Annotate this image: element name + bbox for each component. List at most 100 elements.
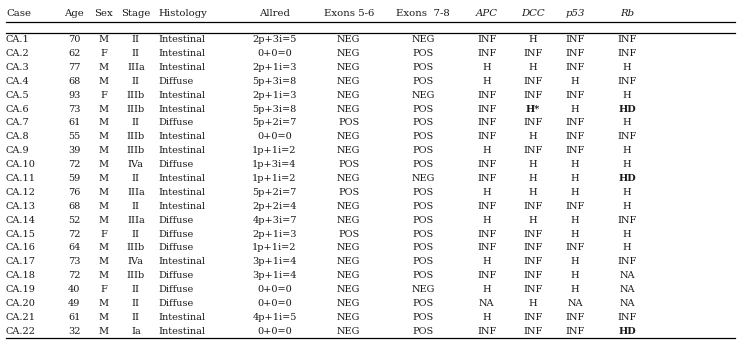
Text: Intestinal: Intestinal [158,35,205,44]
Text: CA.7: CA.7 [6,118,30,127]
Text: H: H [571,77,580,86]
Text: H: H [571,174,580,183]
Text: II: II [132,35,139,44]
Text: INF: INF [477,202,496,211]
Text: NEG: NEG [337,244,361,253]
Text: INF: INF [617,313,637,322]
Text: IIIb: IIIb [127,244,145,253]
Text: IIIb: IIIb [127,271,145,280]
Text: H: H [528,63,537,72]
Text: Intestinal: Intestinal [158,202,205,211]
Text: H: H [571,160,580,169]
Text: Age: Age [65,9,84,18]
Text: INF: INF [565,118,585,127]
Text: POS: POS [413,160,433,169]
Text: 3p+1i=4: 3p+1i=4 [252,271,297,280]
Text: 40: 40 [68,285,80,294]
Text: HD: HD [618,327,636,336]
Text: Sex: Sex [94,9,114,18]
Text: F: F [100,230,108,239]
Text: 73: 73 [68,105,80,113]
Text: 2p+1i=3: 2p+1i=3 [252,230,297,239]
Text: INF: INF [523,271,542,280]
Text: M: M [99,118,109,127]
Text: NEG: NEG [411,91,435,100]
Text: 62: 62 [68,49,80,58]
Text: Exons 5-6: Exons 5-6 [324,9,374,18]
Text: INF: INF [477,132,496,141]
Text: M: M [99,77,109,86]
Text: 2p+2i=4: 2p+2i=4 [252,202,297,211]
Text: M: M [99,299,109,308]
Text: H: H [482,285,491,294]
Text: M: M [99,244,109,253]
Text: 1p+1i=2: 1p+1i=2 [252,174,297,183]
Text: POS: POS [413,244,433,253]
Text: H: H [623,91,631,100]
Text: II: II [132,230,139,239]
Text: Rb: Rb [620,9,634,18]
Text: 5p+2i=7: 5p+2i=7 [252,188,297,197]
Text: 52: 52 [68,216,80,225]
Text: M: M [99,216,109,225]
Text: H: H [528,174,537,183]
Text: INF: INF [523,285,542,294]
Text: POS: POS [413,118,433,127]
Text: CA.11: CA.11 [6,174,36,183]
Text: INF: INF [617,49,637,58]
Text: INF: INF [617,258,637,266]
Text: 59: 59 [68,174,80,183]
Text: 68: 68 [68,202,80,211]
Text: CA.18: CA.18 [6,271,36,280]
Text: 5p+3i=8: 5p+3i=8 [252,77,297,86]
Text: 49: 49 [68,299,80,308]
Text: 5p+2i=7: 5p+2i=7 [252,118,297,127]
Text: INF: INF [477,271,496,280]
Text: DCC: DCC [521,9,545,18]
Text: 5p+3i=8: 5p+3i=8 [252,105,297,113]
Text: M: M [99,35,109,44]
Text: H: H [623,244,631,253]
Text: IIIa: IIIa [127,188,145,197]
Text: NA: NA [479,299,494,308]
Text: NA: NA [620,271,634,280]
Text: NEG: NEG [337,35,361,44]
Text: INF: INF [565,327,585,336]
Text: POS: POS [338,230,359,239]
Text: INF: INF [523,146,542,155]
Text: Intestinal: Intestinal [158,91,205,100]
Text: INF: INF [477,160,496,169]
Text: 32: 32 [68,327,80,336]
Text: 55: 55 [68,132,80,141]
Text: Allred: Allred [259,9,290,18]
Text: HD: HD [618,174,636,183]
Text: NEG: NEG [337,174,361,183]
Text: IIIb: IIIb [127,105,145,113]
Text: INF: INF [565,63,585,72]
Text: POS: POS [413,216,433,225]
Text: H: H [528,35,537,44]
Text: H: H [528,299,537,308]
Text: NEG: NEG [337,146,361,155]
Text: CA.15: CA.15 [6,230,36,239]
Text: INF: INF [523,77,542,86]
Text: NEG: NEG [337,91,361,100]
Text: Diffuse: Diffuse [158,77,194,86]
Text: H: H [482,258,491,266]
Text: H: H [623,160,631,169]
Text: H: H [528,216,537,225]
Text: 72: 72 [68,160,80,169]
Text: H: H [623,146,631,155]
Text: Diffuse: Diffuse [158,299,194,308]
Text: 3p+1i=4: 3p+1i=4 [252,258,297,266]
Text: INF: INF [523,258,542,266]
Text: POS: POS [413,258,433,266]
Text: Diffuse: Diffuse [158,216,194,225]
Text: M: M [99,63,109,72]
Text: POS: POS [413,77,433,86]
Text: POS: POS [413,105,433,113]
Text: M: M [99,132,109,141]
Text: II: II [132,77,139,86]
Text: Intestinal: Intestinal [158,105,205,113]
Text: 70: 70 [68,35,80,44]
